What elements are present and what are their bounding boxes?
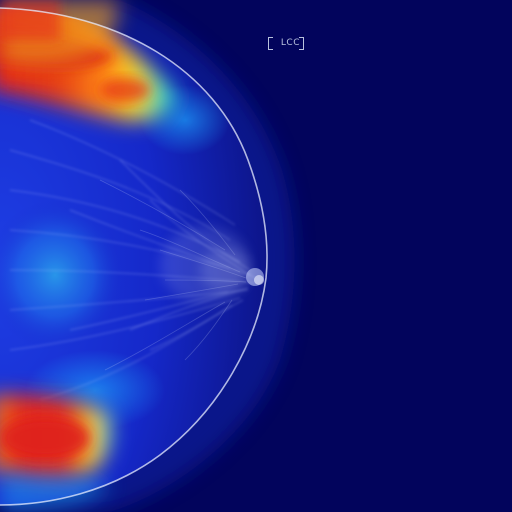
view-label-text: LCC bbox=[280, 38, 300, 48]
view-label: LCC bbox=[268, 35, 304, 51]
label-bracket-left bbox=[268, 37, 273, 50]
label-bracket-right bbox=[299, 37, 304, 50]
